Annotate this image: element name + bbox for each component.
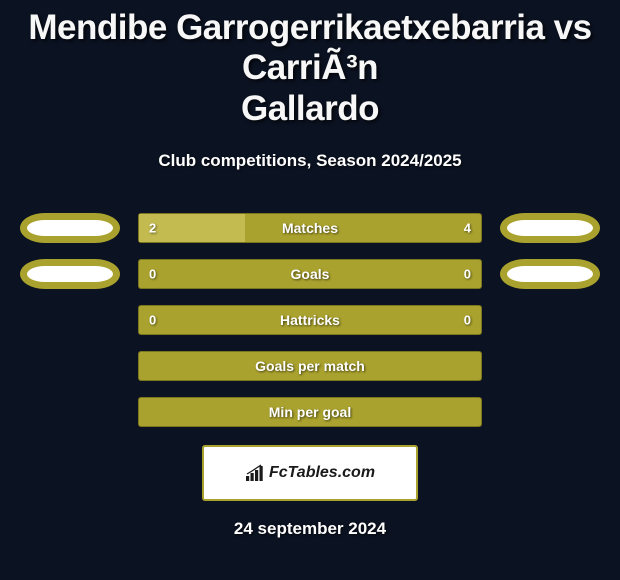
season-subtitle: Club competitions, Season 2024/2025 xyxy=(10,151,610,171)
left-pill xyxy=(20,259,120,289)
pill-placeholder xyxy=(20,397,120,427)
stat-left-value: 0 xyxy=(149,266,156,281)
comparison-title: Mendibe Garrogerrikaetxebarria vs CarriÃ… xyxy=(10,0,610,129)
stat-bar: 2 Matches 4 xyxy=(138,213,482,243)
right-pill xyxy=(500,259,600,289)
stat-label: Matches xyxy=(282,220,338,236)
badge-text: FcTables.com xyxy=(269,464,375,482)
pill-placeholder xyxy=(20,351,120,381)
stat-bar: 0 Goals 0 xyxy=(138,259,482,289)
stat-label: Min per goal xyxy=(269,404,351,420)
chart-icon xyxy=(245,464,265,482)
stat-right-value: 0 xyxy=(464,266,471,281)
stat-row-mpg: Min per goal xyxy=(10,397,610,427)
title-line-1: Mendibe Garrogerrikaetxebarria vs CarriÃ… xyxy=(28,8,591,87)
stats-block: 2 Matches 4 0 Goals 0 0 Hattricks 0 xyxy=(10,213,610,427)
stat-bar: Min per goal xyxy=(138,397,482,427)
pill-placeholder xyxy=(500,305,600,335)
footer-date: 24 september 2024 xyxy=(10,519,610,539)
stat-right-value: 4 xyxy=(464,220,471,235)
stat-row-hattricks: 0 Hattricks 0 xyxy=(10,305,610,335)
title-line-2: Gallardo xyxy=(241,89,379,128)
stat-label: Goals xyxy=(291,266,330,282)
left-pill xyxy=(20,213,120,243)
right-pill xyxy=(500,213,600,243)
pill-placeholder xyxy=(20,305,120,335)
stat-row-gpm: Goals per match xyxy=(10,351,610,381)
stat-left-value: 0 xyxy=(149,312,156,327)
stat-left-value: 2 xyxy=(149,220,156,235)
pill-placeholder xyxy=(500,351,600,381)
stat-bar: Goals per match xyxy=(138,351,482,381)
source-badge: FcTables.com xyxy=(202,445,418,501)
pill-placeholder xyxy=(500,397,600,427)
stat-bar: 0 Hattricks 0 xyxy=(138,305,482,335)
stat-label: Hattricks xyxy=(280,312,340,328)
stat-row-matches: 2 Matches 4 xyxy=(10,213,610,243)
stat-label: Goals per match xyxy=(255,358,365,374)
stat-row-goals: 0 Goals 0 xyxy=(10,259,610,289)
stat-right-value: 0 xyxy=(464,312,471,327)
